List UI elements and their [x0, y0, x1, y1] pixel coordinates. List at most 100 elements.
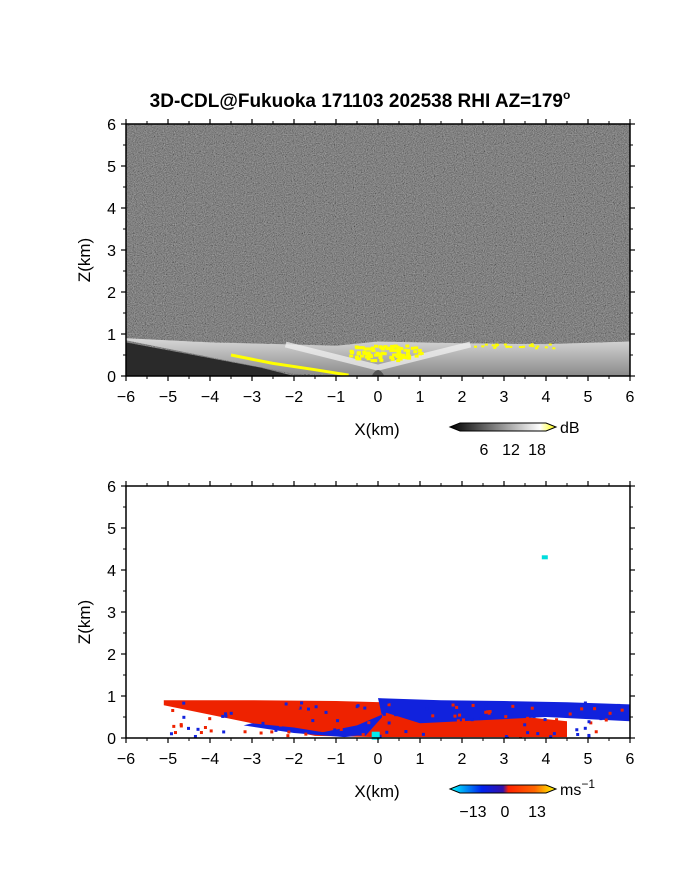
yellow-cell: [419, 351, 424, 355]
yellow-cell: [366, 357, 371, 361]
x-tick-label: 6: [626, 389, 635, 406]
velocity-cell: [456, 719, 460, 723]
velocity-cell: [425, 707, 429, 711]
velocity-cell: [208, 717, 212, 721]
bright-cone: [284, 341, 472, 371]
yellow-cell: [385, 347, 390, 351]
yellow-cell: [413, 350, 418, 354]
velocity-cell: [431, 714, 435, 718]
velocity-cell: [333, 728, 337, 732]
velocity-cell: [224, 712, 228, 716]
x-tick-label: 3: [500, 751, 509, 768]
yellow-cell: [397, 349, 402, 353]
velocity-cell: [549, 735, 553, 739]
yellow-cell: [392, 353, 397, 357]
velocity-cell: [259, 731, 263, 735]
yellow-cell: [365, 347, 370, 351]
velocity-cell: [507, 733, 511, 737]
x-axis-label: X(km): [354, 782, 399, 801]
colorbar-tick-label: 0: [501, 804, 510, 821]
velocity-colorbar: ms−1 −13 0 13: [448, 777, 595, 821]
velocity-cell: [173, 731, 177, 735]
yellow-cell: [390, 357, 395, 361]
yellow-cell: [398, 353, 403, 357]
yellow-cell: [349, 349, 354, 353]
y-tick-label: 6: [107, 117, 116, 134]
velocity-cell: [243, 730, 247, 734]
yellow-cell: [410, 346, 415, 350]
yellow-cell: [552, 347, 556, 350]
yellow-cell: [380, 347, 385, 351]
colorbar-tick-label: 18: [528, 442, 546, 459]
x-tick-label: −3: [243, 751, 261, 768]
x-tick-label: 4: [542, 389, 551, 406]
yellow-cell: [414, 346, 419, 350]
x-tick-label: −2: [285, 751, 303, 768]
velocity-cell: [220, 707, 224, 711]
velocity-cell: [593, 707, 597, 711]
x-tick-label: −5: [159, 751, 177, 768]
colorbar-unit: ms−1: [560, 777, 595, 799]
velocity-cell: [287, 730, 291, 734]
yellow-cell: [357, 351, 362, 355]
x-tick-label: 4: [542, 751, 551, 768]
velocity-cell: [222, 730, 226, 734]
velocity-cell: [314, 705, 318, 709]
velocity-cell: [519, 720, 523, 724]
velocity-cell: [309, 722, 313, 726]
yellow-cell: [530, 343, 534, 346]
yellow-cell: [389, 349, 394, 353]
velocity-cell: [351, 720, 355, 724]
y-tick-label: 0: [107, 369, 116, 386]
yellow-cell: [373, 359, 378, 363]
velocity-cell: [587, 733, 591, 737]
y-tick-label: 2: [107, 285, 116, 302]
velocity-cell: [367, 721, 371, 725]
yellow-cell: [399, 347, 404, 351]
y-tick-label: 3: [107, 605, 116, 622]
yellow-cell: [349, 354, 354, 358]
velocity-cell: [338, 722, 342, 726]
x-axis-label: X(km): [354, 420, 399, 439]
velocity-cell: [378, 734, 382, 738]
velocity-cell: [583, 701, 587, 705]
velocity-cell: [193, 734, 197, 738]
velocity-cell: [304, 732, 308, 736]
velocity-cell: [526, 731, 530, 735]
yellow-cell: [544, 346, 548, 349]
velocity-cell: [394, 713, 398, 717]
yellow-cell: [358, 346, 363, 350]
colorbar-unit: dB: [560, 420, 580, 437]
velocity-cell: [461, 718, 465, 722]
velocity-cell: [504, 735, 508, 739]
velocity-cell: [617, 707, 621, 711]
velocity-cell: [549, 726, 553, 730]
y-tick-label: 4: [107, 201, 116, 218]
velocity-cell: [339, 727, 343, 731]
x-tick-label: 0: [374, 389, 383, 406]
yellow-cell: [405, 354, 410, 358]
velocity-cell: [484, 710, 488, 714]
x-tick-label: −2: [285, 389, 303, 406]
yellow-cell: [395, 345, 400, 349]
yellow-cell: [378, 355, 383, 359]
yellow-cell: [494, 345, 498, 348]
velocity-cell: [599, 717, 603, 721]
yellow-cell: [414, 354, 419, 358]
shadow-region: [126, 342, 294, 376]
red-layer: [163, 700, 568, 738]
velocity-cell: [172, 724, 176, 728]
x-tick-label: 5: [584, 751, 593, 768]
yellow-cell: [362, 350, 367, 354]
velocity-cell: [523, 714, 527, 718]
yellow-cell: [522, 345, 526, 348]
yellow-cell: [417, 348, 422, 352]
velocity-cell: [594, 730, 598, 734]
velocity-cell: [326, 703, 330, 707]
x-tick-label: 3: [500, 389, 509, 406]
velocity-cell: [519, 735, 523, 739]
y-tick-label: 1: [107, 327, 116, 344]
velocity-cell: [356, 704, 360, 708]
velocity-cell: [270, 730, 274, 734]
y-tick-label: 5: [107, 521, 116, 538]
